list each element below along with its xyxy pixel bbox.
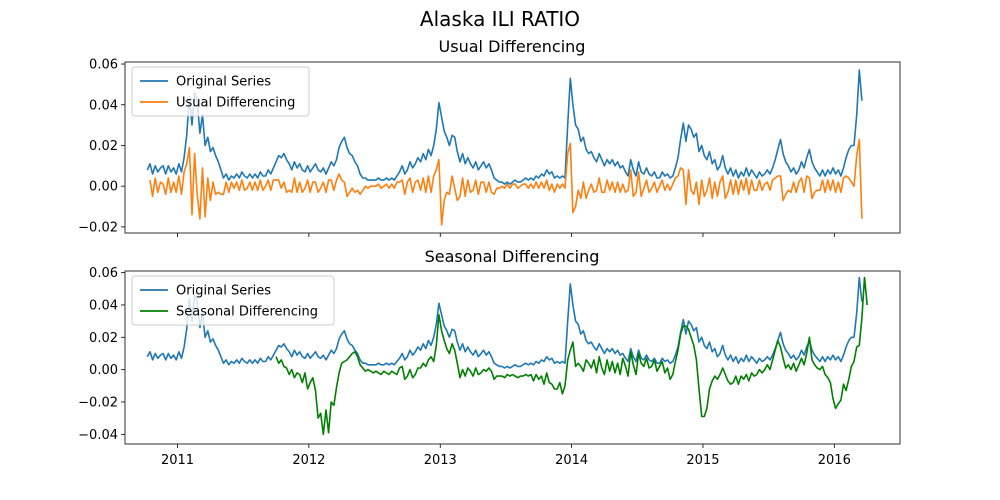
series-line-1 [149, 138, 863, 226]
figure-title: Alaska ILI RATIO [420, 7, 580, 31]
x-tick-label: 2013 [424, 453, 457, 468]
y-tick-label: −0.02 [78, 220, 118, 235]
axes-frame [124, 61, 901, 234]
legend-label: Seasonal Differencing [176, 305, 318, 320]
series-line-1 [275, 276, 868, 436]
y-tick-label: 0.06 [89, 58, 118, 73]
legend-label: Usual Differencing [176, 96, 295, 111]
plot-area: −0.02 0.00 0.02 0.04 0.06 [78, 58, 901, 237]
subplot-usual-differencing: Usual Differencing −0.02 0.00 0.02 0.04 0.06… [78, 37, 901, 237]
y-tick-label: 0.02 [89, 139, 118, 154]
y-tick-label: 0.06 [89, 266, 118, 281]
legend-label: Original Series [176, 284, 271, 299]
plot-area: −0.04 −0.02 0.00 0.02 0.04 0.06 2011 2012 2013 20… [78, 266, 901, 468]
x-tick-label: 2012 [292, 453, 325, 468]
legend-label: Original Series [176, 75, 271, 90]
axes-frame [124, 270, 901, 445]
y-tick-label: −0.04 [78, 428, 118, 443]
y-tick-label: 0.00 [89, 180, 118, 195]
legend: Original Series Usual Differencing [131, 66, 310, 117]
subplot-seasonal-differencing: Seasonal Differencing −0.04 −0.02 0.00 0.02… [78, 247, 901, 468]
series-line-0 [146, 69, 863, 185]
legend-box [131, 275, 335, 326]
legend-box [131, 66, 310, 117]
y-tick-label: 0.02 [89, 331, 118, 346]
subplot-title: Usual Differencing [439, 37, 586, 56]
series-line-0 [146, 276, 863, 369]
x-tick-label: 2014 [555, 453, 588, 468]
x-tick-label: 2015 [686, 453, 719, 468]
x-tick-label: 2016 [818, 453, 851, 468]
legend: Original Series Seasonal Differencing [131, 275, 335, 326]
y-tick-label: 0.00 [89, 363, 118, 378]
y-tick-label: −0.02 [78, 395, 118, 410]
y-tick-label: 0.04 [89, 298, 118, 313]
y-tick-label: 0.04 [89, 98, 118, 113]
x-tick-label: 2011 [161, 453, 194, 468]
subplot-title: Seasonal Differencing [425, 247, 600, 266]
